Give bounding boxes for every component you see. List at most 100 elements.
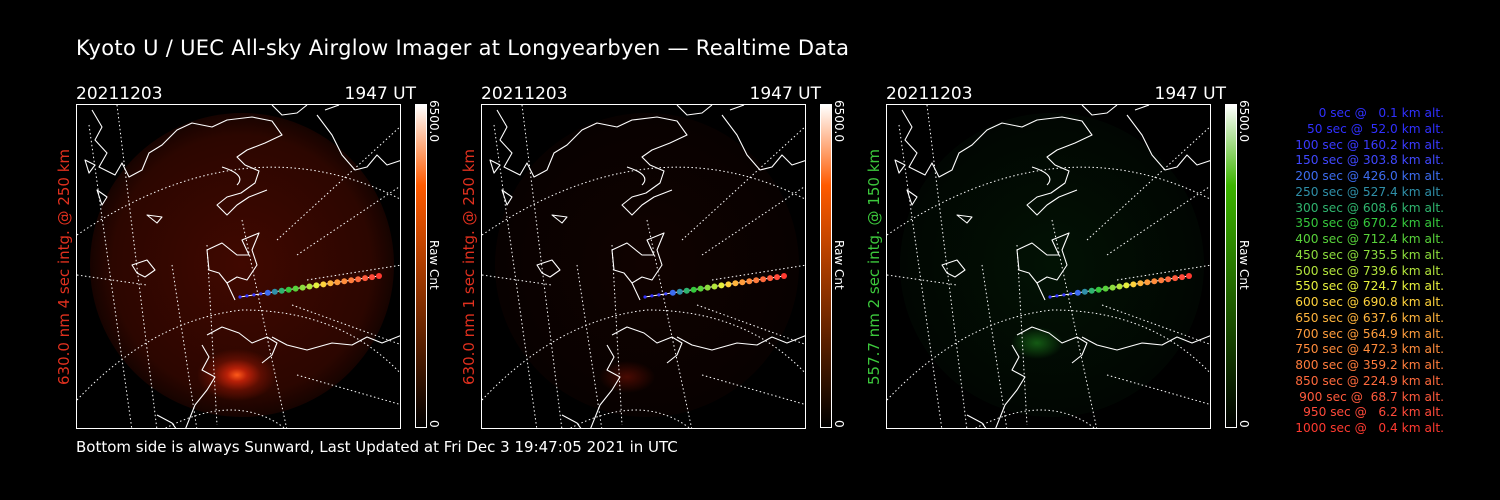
coastline	[1126, 114, 1210, 171]
trajectory-point	[245, 294, 249, 298]
trajectory-point	[376, 273, 382, 279]
legend-entry: 950 sec @ 6.2 km alt.	[1303, 405, 1444, 420]
legend-entry: 300 sec @ 608.6 km alt.	[1295, 200, 1444, 215]
trajectory-point	[1186, 273, 1192, 279]
trajectory-point	[1137, 280, 1144, 287]
graticule-line	[88, 124, 133, 428]
sky-glow	[90, 113, 394, 417]
coastline	[721, 114, 805, 171]
trajectory-point	[690, 286, 697, 293]
colorbar-label: Raw Cnt	[1237, 240, 1251, 290]
allsky-map	[886, 104, 1211, 429]
trajectory-point	[760, 276, 767, 283]
coastline	[590, 344, 621, 428]
trajectory-point	[1151, 278, 1158, 285]
graticule-line	[493, 124, 538, 428]
sky-glow	[900, 113, 1204, 417]
trajectory-point	[676, 288, 683, 295]
sky-glow	[495, 113, 799, 417]
trajectory-point	[718, 282, 725, 289]
coastline	[611, 326, 683, 364]
trajectory-point	[369, 274, 375, 281]
trajectory-point	[1179, 274, 1185, 281]
trajectory-point	[264, 289, 271, 296]
legend-entry: 700 sec @ 564.9 km alt.	[1295, 326, 1444, 341]
trajectory-point	[781, 273, 787, 279]
graticule-line	[701, 185, 805, 256]
trajectory-point	[299, 284, 306, 291]
graticule-line	[1106, 185, 1210, 256]
coastline	[1081, 105, 1118, 116]
panel-date: 20211203	[76, 84, 163, 104]
colorbar-max: 6500.0	[832, 100, 846, 142]
trajectory-point	[1069, 292, 1073, 296]
legend-entry: 1000 sec @ 0.4 km alt.	[1295, 421, 1444, 435]
coastline	[561, 414, 582, 428]
trajectory-point	[650, 294, 654, 298]
legend-entry: 0 sec @ 0.1 km alt.	[1318, 106, 1444, 120]
coastline	[901, 109, 1093, 216]
trajectory-point	[334, 279, 341, 286]
panel-date: 20211203	[481, 84, 568, 104]
trajectory-point	[725, 281, 732, 288]
coastline	[1134, 105, 1150, 111]
coastline	[206, 326, 278, 364]
panel-time: 1947 UT	[344, 84, 417, 104]
trajectory-point	[704, 284, 711, 291]
coastline	[91, 109, 283, 216]
trajectory-point	[753, 277, 760, 284]
panel-time: 1947 UT	[1154, 84, 1227, 104]
coastline	[1031, 166, 1051, 186]
graticule-line	[1086, 126, 1210, 241]
coastline	[551, 214, 568, 224]
legend-entry: 250 sec @ 527.4 km alt.	[1295, 184, 1444, 199]
trajectory-point	[1095, 286, 1102, 293]
trajectory-point	[746, 278, 753, 285]
colorbar	[820, 104, 832, 428]
trajectory-point	[1158, 277, 1165, 284]
trajectory-legend: 0 sec @ 0.1 km alt. 50 sec @ 52.0 km alt.…	[1262, 106, 1444, 437]
trajectory-point	[238, 295, 242, 299]
panel-ylabel: 630.0 nm 4 sec intg. @ 250 km	[55, 148, 73, 385]
aurora-spot	[1011, 327, 1063, 359]
footer-note: Bottom side is always Sunward, Last Upda…	[76, 438, 678, 456]
graticule-line	[164, 409, 286, 428]
graticule-line	[711, 264, 805, 281]
coastline	[1016, 326, 1088, 364]
trajectory-point	[739, 279, 746, 286]
trajectory-point	[348, 277, 355, 284]
page-title: Kyoto U / UEC All-sky Airglow Imager at …	[76, 36, 850, 60]
trajectory-point	[1109, 284, 1116, 291]
trajectory-point	[341, 278, 348, 285]
coastline	[941, 259, 966, 278]
trajectory-point	[683, 287, 690, 294]
panel-ylabel: 557.7 nm 2 sec intg. @ 150 km	[865, 148, 883, 385]
colorbar-min: 0	[1237, 420, 1251, 428]
trajectory-point	[259, 292, 263, 296]
legend-entry: 50 sec @ 52.0 km alt.	[1306, 121, 1444, 136]
trajectory-point	[732, 280, 739, 287]
panel-ylabel: 630.0 nm 1 sec intg. @ 250 km	[460, 148, 478, 385]
coastline	[894, 159, 906, 174]
graticule-line	[482, 166, 805, 236]
trajectory-point	[774, 274, 780, 281]
coastline	[966, 414, 987, 428]
legend-entry: 600 sec @ 690.8 km alt.	[1295, 295, 1444, 309]
coastline	[611, 232, 665, 284]
legend-entry: 850 sec @ 224.9 km alt.	[1295, 373, 1444, 388]
legend-entry: 800 sec @ 359.2 km alt.	[1295, 358, 1444, 372]
trajectory-point	[355, 276, 362, 283]
coastline	[631, 282, 641, 301]
legend-entry: 100 sec @ 160.2 km alt.	[1295, 137, 1444, 152]
colorbar-label: Raw Cnt	[832, 240, 846, 290]
coastline	[316, 114, 400, 171]
legend-entry: 350 sec @ 670.2 km alt.	[1295, 216, 1444, 231]
coastline	[626, 166, 646, 186]
trajectory-point	[697, 285, 704, 292]
trajectory-point	[278, 287, 285, 294]
trajectory-point	[292, 285, 299, 292]
coastline	[489, 159, 501, 174]
imager-panel: 20211203 1947 UT 630.0 nm 4 sec intg. @ …	[55, 84, 417, 434]
coastline	[729, 105, 745, 111]
coastline	[1016, 232, 1070, 284]
